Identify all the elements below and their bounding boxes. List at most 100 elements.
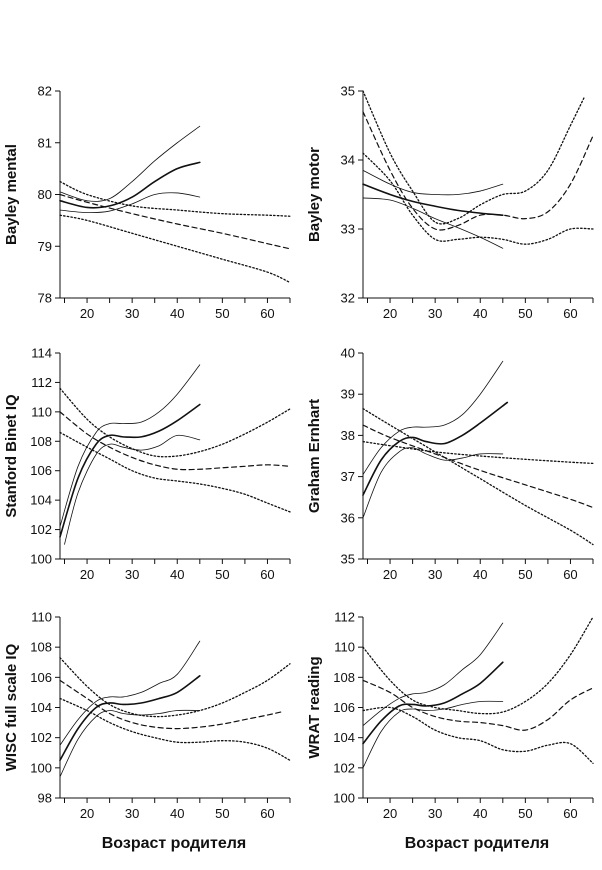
- x-tick-label: 20: [80, 567, 94, 582]
- y-tick-label: 40: [341, 346, 355, 361]
- x-tick-label: 20: [383, 567, 397, 582]
- series-line-solid-thin: [362, 447, 504, 519]
- y-tick-label: 32: [341, 291, 355, 306]
- x-tick-label: 60: [260, 306, 274, 321]
- x-tick-label: 30: [428, 806, 442, 821]
- series-line-dashed: [362, 111, 594, 231]
- y-tick-label: 110: [31, 404, 52, 419]
- y-tick-label: 102: [30, 522, 52, 537]
- x-tick-label: 60: [563, 806, 577, 821]
- x-tick-label: 50: [518, 806, 532, 821]
- chart-panel-1: 78 79 80 81 82 20 30 40 50 60 Bayley mental: [3, 84, 291, 321]
- series-line-dotted: [59, 214, 291, 284]
- y-tick-label: 82: [38, 84, 52, 99]
- series-line-solid-thin: [59, 192, 201, 214]
- y-tick-label: 81: [38, 135, 52, 150]
- series-line-dashed: [59, 193, 291, 250]
- y-tick-label: 37: [341, 469, 355, 484]
- series-line-dotted: [362, 407, 594, 546]
- series-line-solid-thick: [59, 675, 201, 762]
- x-tick-label: 60: [563, 306, 577, 321]
- series-line-dotted: [362, 706, 594, 764]
- series-line-solid-thick: [59, 161, 201, 209]
- x-tick-label: 50: [215, 806, 229, 821]
- y-axis-label: Bayley mental: [3, 144, 20, 245]
- series-line-dashed: [362, 424, 594, 509]
- series-line-solid-thin: [59, 640, 201, 746]
- y-axis-label: WISC full scale IQ: [3, 643, 20, 771]
- y-tick-label: 38: [341, 428, 355, 443]
- y-tick-label: 114: [31, 346, 52, 361]
- series-line-dotted: [59, 697, 291, 761]
- chart-panel-5: 98 100 102 104 106 108 110 20 30 40 50 60 WISC full …: [3, 610, 291, 821]
- y-tick-label: 33: [341, 222, 355, 237]
- series-line-dashed: [59, 679, 282, 730]
- y-tick-label: 39: [341, 387, 355, 402]
- series-line-dotted: [362, 90, 585, 225]
- series-line-solid-thick: [59, 403, 201, 538]
- x-tick-label: 30: [125, 806, 139, 821]
- x-tick-label: 50: [215, 567, 229, 582]
- x-tick-label: 50: [518, 567, 532, 582]
- x-tick-label: 60: [563, 567, 577, 582]
- y-axis-label: Stanford Binet IQ: [3, 394, 20, 518]
- y-tick-label: 106: [30, 463, 52, 478]
- series-line-dashed: [59, 411, 291, 471]
- x-tick-label: 20: [383, 306, 397, 321]
- x-tick-label: 40: [170, 306, 184, 321]
- series-line-solid-thin: [64, 434, 201, 545]
- series-line-solid-thin: [362, 360, 504, 475]
- y-tick-label: 34: [341, 153, 355, 168]
- y-tick-label: 78: [38, 291, 52, 306]
- x-tick-label: 60: [260, 806, 274, 821]
- y-tick-label: 108: [30, 640, 52, 655]
- y-tick-label: 100: [333, 791, 355, 806]
- series-line-dotted: [59, 180, 291, 217]
- y-tick-label: 98: [38, 791, 52, 806]
- chart-panel-6: 100 102 104 106 108 110 112 20 30 40 50 60 WRAT read…: [306, 610, 594, 821]
- series-line-solid-thin: [362, 622, 504, 726]
- x-tick-label: 20: [383, 806, 397, 821]
- y-tick-label: 35: [341, 552, 355, 567]
- series-line-solid-thin: [59, 364, 201, 528]
- x-tick-label: 40: [170, 806, 184, 821]
- y-tick-label: 102: [30, 730, 52, 745]
- y-axis-label: Bayley motor: [306, 147, 323, 242]
- series-line-dotted: [59, 657, 291, 718]
- y-tick-label: 110: [31, 610, 52, 625]
- y-tick-label: 36: [341, 510, 355, 525]
- series-line-solid-thin: [59, 709, 201, 778]
- x-tick-label: 50: [215, 306, 229, 321]
- y-tick-label: 108: [30, 434, 52, 449]
- x-tick-label: 30: [428, 306, 442, 321]
- x-tick-label: 40: [170, 567, 184, 582]
- x-tick-label: 50: [518, 306, 532, 321]
- series-line-dotted: [362, 152, 594, 245]
- y-tick-label: 112: [31, 375, 52, 390]
- x-tick-label: 40: [473, 567, 487, 582]
- series-line-dotted: [59, 431, 291, 513]
- series-line-solid-thin: [59, 125, 201, 202]
- x-tick-label: 20: [80, 306, 94, 321]
- y-tick-label: 106: [30, 670, 52, 685]
- series-line-dotted: [362, 616, 594, 715]
- y-axis-label: Graham Ernhart: [306, 399, 323, 513]
- x-tick-label: 30: [428, 567, 442, 582]
- series-line-solid-thin: [362, 169, 504, 196]
- x-tick-label: 40: [473, 306, 487, 321]
- x-tick-label: 30: [125, 567, 139, 582]
- y-tick-label: 104: [30, 700, 52, 715]
- y-tick-label: 100: [30, 552, 52, 567]
- chart-panel-3: 100 102 104 106 108 110 112 114 20 30 40 50 60 Stanfo…: [3, 346, 291, 582]
- x-tick-label: 40: [473, 806, 487, 821]
- series-line-dotted: [59, 387, 291, 458]
- y-tick-label: 35: [341, 84, 355, 99]
- x-axis-label-left: Возраст родителя: [102, 835, 246, 852]
- x-tick-label: 60: [260, 567, 274, 582]
- y-tick-label: 110: [334, 640, 355, 655]
- chart-panel-2: 32 33 34 35 20 30 40 50 60 Bayley motor: [306, 84, 594, 321]
- y-axis-label: WRAT reading: [306, 656, 323, 758]
- series-line-dashed: [362, 679, 594, 731]
- y-tick-label: 104: [30, 493, 52, 508]
